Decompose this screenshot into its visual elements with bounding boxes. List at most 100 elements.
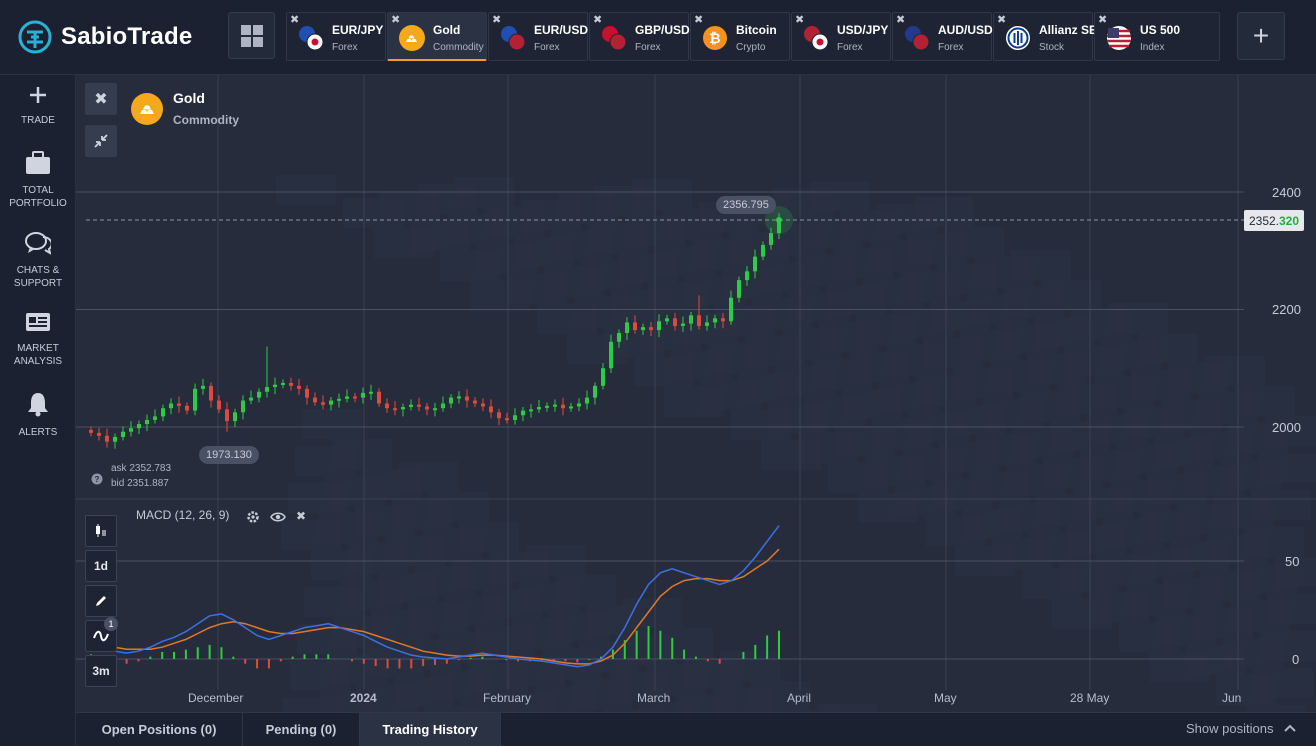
range-button[interactable]: 3m <box>85 655 117 687</box>
world-map-bg <box>1237 564 1297 594</box>
close-tab-icon[interactable]: ✖ <box>290 14 300 26</box>
candle-body <box>129 428 133 432</box>
close-chart-button[interactable]: ✖ <box>85 83 117 115</box>
tab-category: Forex <box>837 42 863 53</box>
collapse-chart-button[interactable] <box>85 125 117 157</box>
eye-icon[interactable] <box>270 511 286 523</box>
candle-body <box>697 315 701 326</box>
world-map-bg <box>295 446 355 476</box>
chat-bubbles-icon <box>25 232 53 256</box>
close-tab-icon[interactable]: ✖ <box>492 14 502 26</box>
world-map-bg <box>937 264 997 294</box>
world-map-bg <box>840 211 900 241</box>
world-map-bg <box>475 626 535 656</box>
world-map-bg <box>692 239 752 269</box>
candle-body <box>489 406 493 413</box>
tab-allianz-se[interactable]: ✖ Allianz SE Stock <box>993 12 1097 61</box>
tab-eur-jpy[interactable]: ✖ EUR/JPY Forex <box>286 12 386 61</box>
world-map-bg <box>415 566 475 596</box>
drawing-tools-button[interactable] <box>85 585 117 617</box>
world-map-bg <box>902 449 962 479</box>
world-map-bg <box>519 582 579 612</box>
plus-icon <box>30 87 46 103</box>
tab-name: EUR/JPY <box>332 23 384 37</box>
sidebar-item-alerts[interactable]: ALERTS <box>0 391 76 439</box>
sidebar-item-trade[interactable]: TRADE <box>0 85 76 127</box>
sidebar-item-market-analysis[interactable]: MARKET ANALYSIS <box>0 311 76 368</box>
world-map-bg <box>355 506 415 536</box>
show-positions-toggle[interactable]: Show positions <box>1186 721 1297 736</box>
world-map-bg <box>683 658 743 688</box>
tab-usd-jpy[interactable]: ✖ USD/JPY Forex <box>791 12 891 61</box>
candle-body <box>753 256 757 272</box>
x-tick-label: 28 May <box>1070 691 1110 705</box>
chart-panel[interactable] <box>76 75 1316 712</box>
layout-grid-button[interactable] <box>228 12 275 59</box>
low-price-bubble: 1973.130 <box>199 446 259 464</box>
world-map-bg <box>796 255 856 285</box>
macd-line <box>90 525 780 668</box>
candle-body <box>273 384 277 388</box>
chart-type-button[interactable] <box>85 515 117 547</box>
tab-eur-usd[interactable]: ✖ EUR/USD Forex <box>488 12 588 61</box>
brand-logo[interactable]: SabioTrade <box>18 19 192 55</box>
world-map-bg <box>1126 585 1186 615</box>
tab-pending[interactable]: Pending (0) <box>243 713 360 746</box>
candle-body <box>297 385 301 389</box>
candle-body <box>641 327 645 331</box>
world-map-bg <box>604 327 664 357</box>
close-tab-icon[interactable]: ✖ <box>1098 14 1108 26</box>
candle-body <box>233 412 237 422</box>
candle-body <box>633 322 637 331</box>
tab-bitcoin[interactable]: ✖ ₿ Bitcoin Crypto <box>690 12 790 61</box>
world-map-bg <box>856 315 916 345</box>
timeframe-button[interactable]: 1d <box>85 550 117 582</box>
price-chart[interactable] <box>76 75 1316 712</box>
close-tab-icon[interactable]: ✖ <box>997 14 1007 26</box>
sidebar-label-market-analysis: MARKET ANALYSIS <box>13 343 63 367</box>
world-map-bg <box>671 350 731 380</box>
high-price-bubble: 2356.795 <box>716 196 776 214</box>
world-map-bg <box>1004 287 1064 317</box>
sidebar-item-chats-support[interactable]: CHATS & SUPPORT <box>0 231 76 290</box>
candle-body <box>705 322 709 326</box>
tab-gbp-usd[interactable]: ✖ GBP/USD Forex <box>589 12 690 61</box>
candle-body <box>185 405 189 411</box>
candle-body <box>577 403 581 407</box>
eu-us-flags-icon <box>501 26 526 51</box>
candle-body <box>761 244 765 257</box>
gear-icon[interactable] <box>246 510 260 524</box>
sidebar-item-total-portfolio[interactable]: TOTAL PORTFOLIO <box>0 151 76 210</box>
add-asset-tab-button[interactable]: + <box>1237 12 1285 60</box>
tab-trading-history[interactable]: Trading History <box>360 713 501 746</box>
close-tab-icon[interactable]: ✖ <box>391 14 401 26</box>
world-map-bg <box>1087 414 1147 444</box>
world-map-bg <box>1094 377 1154 407</box>
tab-aud-usd[interactable]: ✖ AUD/USD Forex <box>892 12 993 61</box>
world-map-bg <box>447 214 507 244</box>
tab-open-positions[interactable]: Open Positions (0) <box>76 713 243 746</box>
world-map-bg <box>1124 407 1184 437</box>
world-map-bg <box>595 186 655 216</box>
world-map-bg <box>348 543 408 573</box>
uk-us-flags-icon <box>602 26 627 51</box>
info-icon[interactable]: ? <box>91 473 103 485</box>
world-map-bg <box>1138 333 1198 363</box>
world-map-bg <box>477 244 537 274</box>
candle-body <box>545 405 549 408</box>
tab-us-500[interactable]: ✖ US 500 Index <box>1094 12 1220 61</box>
world-map-bg <box>805 396 865 426</box>
close-tab-icon[interactable]: ✖ <box>795 14 805 26</box>
close-tab-icon[interactable]: ✖ <box>896 14 906 26</box>
world-map-bg <box>893 308 953 338</box>
tab-gold[interactable]: ✖ Gold Commodity <box>387 12 487 61</box>
gold-bars-icon <box>399 25 425 51</box>
world-map-bg <box>701 380 761 410</box>
remove-indicator-icon[interactable]: ✖ <box>296 509 307 523</box>
close-tab-icon[interactable]: ✖ <box>694 14 704 26</box>
candle-body <box>777 220 781 234</box>
world-map-bg <box>1108 303 1168 333</box>
close-tab-icon[interactable]: ✖ <box>593 14 603 26</box>
world-map-bg <box>618 253 678 283</box>
newspaper-icon <box>26 313 50 331</box>
